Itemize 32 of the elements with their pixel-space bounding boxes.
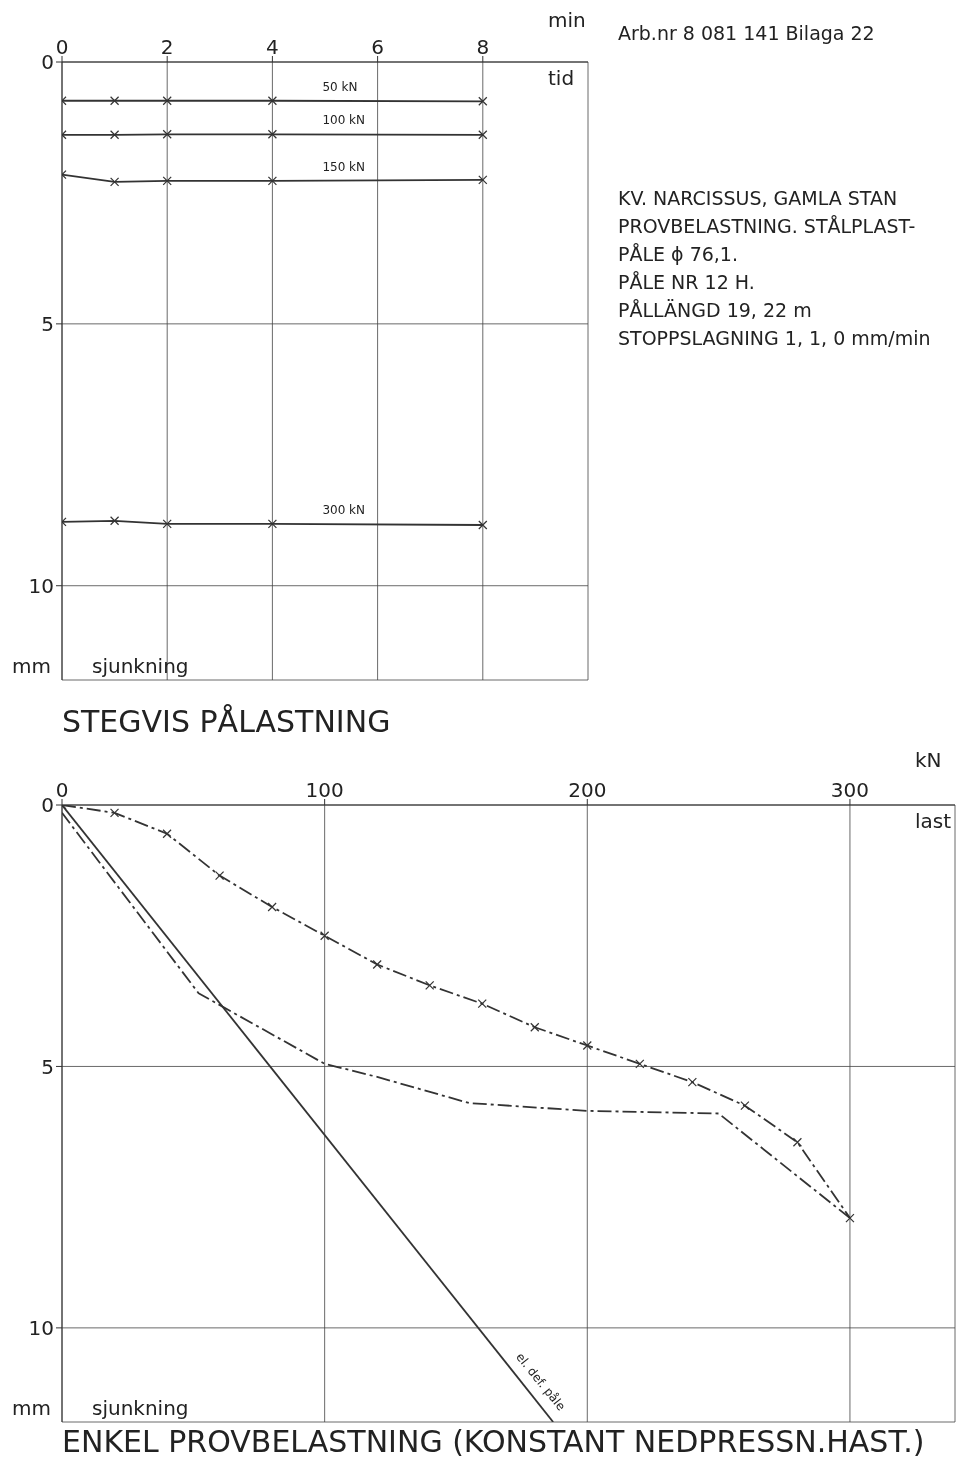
x-tick-label: 200 (568, 778, 607, 802)
y-tick-label: 5 (41, 311, 54, 336)
series-label: 50 kN (322, 79, 358, 94)
text: kN (915, 748, 942, 772)
text: PÅLE ϕ 76,1. (618, 242, 739, 267)
y-axis-title: sjunkning (92, 1396, 189, 1420)
y-axis-title: sjunkning (92, 654, 189, 678)
text: mm (12, 1396, 51, 1420)
x-tick-label: 300 (830, 778, 870, 802)
text: PROVBELASTNING. STÅLPLAST- (618, 214, 917, 239)
x-tick-label: 100 (305, 778, 344, 802)
text: PÅLE NR 12 H. (618, 270, 756, 295)
x-tick-label: 4 (266, 35, 279, 59)
y-tick-label: 10 (28, 573, 54, 598)
y-tick-label: 10 (28, 1315, 54, 1340)
text: mm (12, 654, 51, 678)
x-axis-title: last (915, 809, 952, 833)
x-axis-title: tid (548, 66, 575, 90)
text: STOPPSLAGNING 1, 1, 0 mm/min (618, 326, 932, 351)
text: min (548, 8, 586, 32)
x-tick-label: 2 (160, 35, 174, 59)
text: STEGVIS PÅLASTNING (62, 704, 391, 739)
text: ENKEL PROVBELASTNING (KONSTANT NEDPRESSN.HAST.) (62, 1424, 925, 1459)
text: Arb.nr 8 081 141 Bilaga 22 (618, 22, 876, 44)
series-label: 100 kN (322, 113, 366, 128)
text: KV. NARCISSUS, GAMLA STAN (618, 186, 899, 211)
x-tick-label: 8 (476, 35, 490, 59)
y-tick-label: 5 (41, 1054, 54, 1079)
text: PÅLLÄNGD 19, 22 m (618, 298, 813, 323)
series-label: 300 kN (322, 502, 366, 517)
series-label: 150 kN (322, 159, 366, 174)
x-tick-label: 6 (371, 35, 384, 59)
